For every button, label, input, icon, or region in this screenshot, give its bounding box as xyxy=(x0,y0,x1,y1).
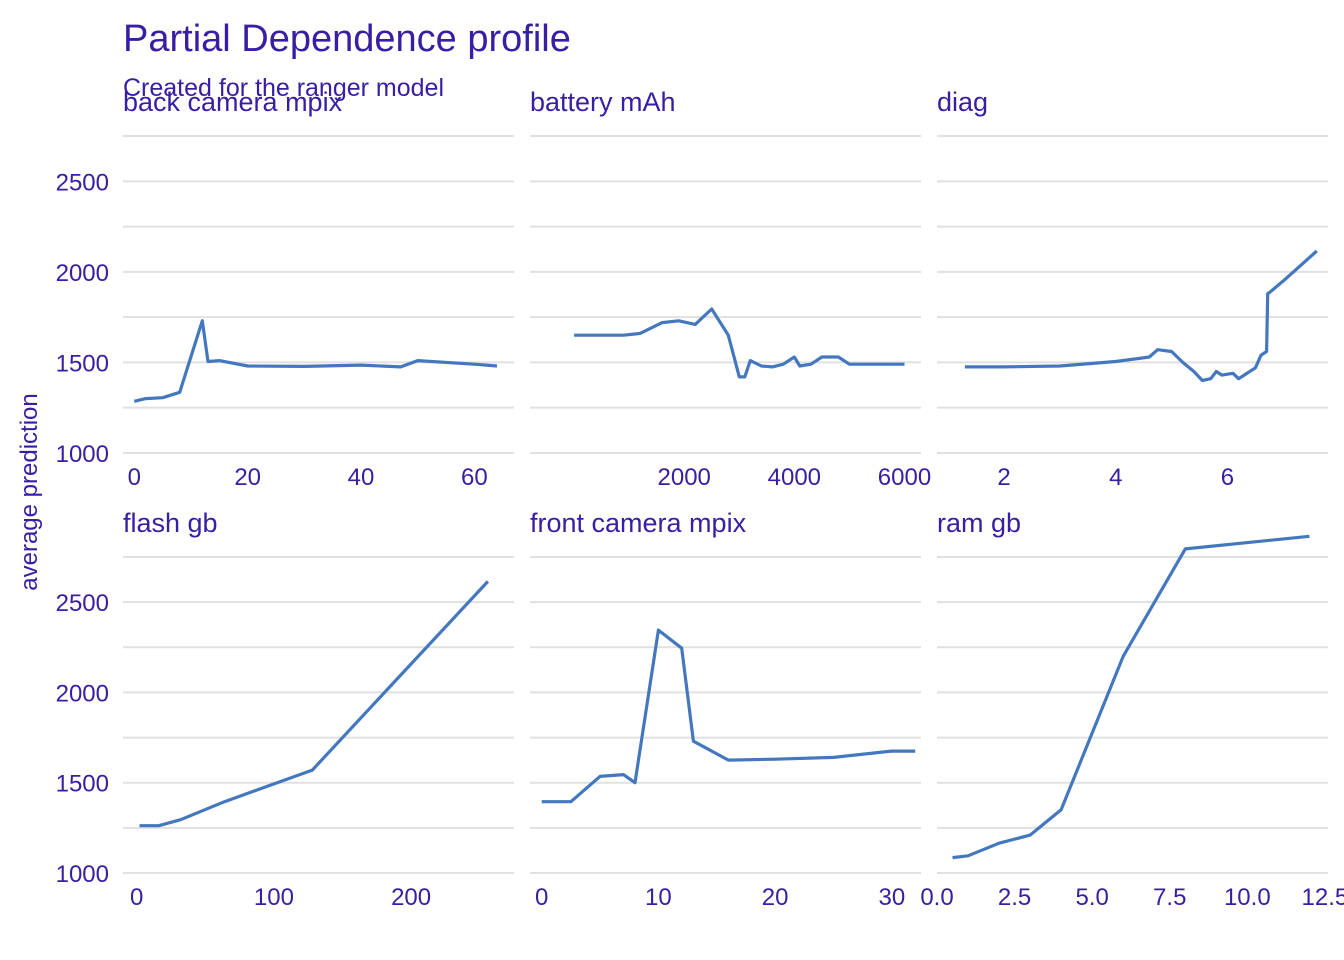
x-tick-label: 20 xyxy=(762,884,789,911)
panel-ram-gb: ram gb 0.0 2.5 5.0 7.5 10.0 12.5 xyxy=(920,508,1344,911)
x-tick-label: 200 xyxy=(391,884,431,911)
x-tick-label: 0 xyxy=(128,464,141,491)
y-tick-label: 2000 xyxy=(56,260,109,287)
panel-strip-label: diag xyxy=(937,87,988,117)
x-tick-label: 10.0 xyxy=(1224,884,1271,911)
series-line xyxy=(964,249,1318,383)
series-line xyxy=(139,580,490,828)
y-axis-label: average prediction xyxy=(16,393,43,590)
y-tick-label: 2500 xyxy=(56,169,109,196)
x-tick-label: 2000 xyxy=(658,464,711,491)
x-tick-label: 2.5 xyxy=(998,884,1031,911)
x-tick-label: 4000 xyxy=(768,464,821,491)
x-tick-label: 6000 xyxy=(878,464,931,491)
x-tick-label: 20 xyxy=(234,464,261,491)
panel-flash-gb: flash gb 0 100 200 1000 1500 2000 2500 xyxy=(56,508,514,911)
x-tick-label: 0 xyxy=(130,884,143,911)
y-tick-label: 2000 xyxy=(56,680,109,707)
panel-battery-mAh: battery mAh 2000 4000 6000 xyxy=(530,87,931,491)
panel-back-camera-mpix: back camera mpix 0 20 40 60 1000 1500 2000 2500 xyxy=(56,87,514,491)
panel-front-camera-mpix: front camera mpix 0 10 20 30 xyxy=(530,508,921,911)
chart-title: Partial Dependence profile xyxy=(123,18,571,60)
panel-strip-label: ram gb xyxy=(937,508,1021,538)
x-tick-label: 12.5 xyxy=(1302,884,1344,911)
series-line xyxy=(574,307,905,379)
x-tick-label: 6 xyxy=(1221,464,1234,491)
x-tick-label: 0.0 xyxy=(920,884,953,911)
panel-strip-label: back camera mpix xyxy=(123,87,343,117)
y-tick-label: 1000 xyxy=(56,861,109,888)
panel-diag: diag 2 4 6 xyxy=(937,87,1328,491)
x-tick-label: 2 xyxy=(997,464,1010,491)
x-tick-label: 7.5 xyxy=(1153,884,1186,911)
y-tick-label: 1500 xyxy=(56,350,109,377)
chart-subtitle: Created for the ranger model xyxy=(123,74,444,102)
x-tick-label: 0 xyxy=(535,884,548,911)
panel-strip-label: front camera mpix xyxy=(530,508,747,538)
x-tick-label: 60 xyxy=(461,464,488,491)
x-tick-label: 5.0 xyxy=(1075,884,1108,911)
panel-strip-label: flash gb xyxy=(123,508,218,538)
x-tick-label: 10 xyxy=(645,884,672,911)
y-tick-label: 2500 xyxy=(56,590,109,617)
panel-strip-label: battery mAh xyxy=(530,87,676,117)
series-line xyxy=(133,319,498,403)
series-line xyxy=(952,534,1310,860)
y-tick-label: 1000 xyxy=(56,441,109,468)
y-tick-label: 1500 xyxy=(56,771,109,798)
x-tick-label: 4 xyxy=(1109,464,1122,491)
x-tick-label: 100 xyxy=(254,884,294,911)
x-tick-label: 40 xyxy=(348,464,375,491)
x-tick-label: 30 xyxy=(878,884,905,911)
series-line xyxy=(541,628,916,804)
